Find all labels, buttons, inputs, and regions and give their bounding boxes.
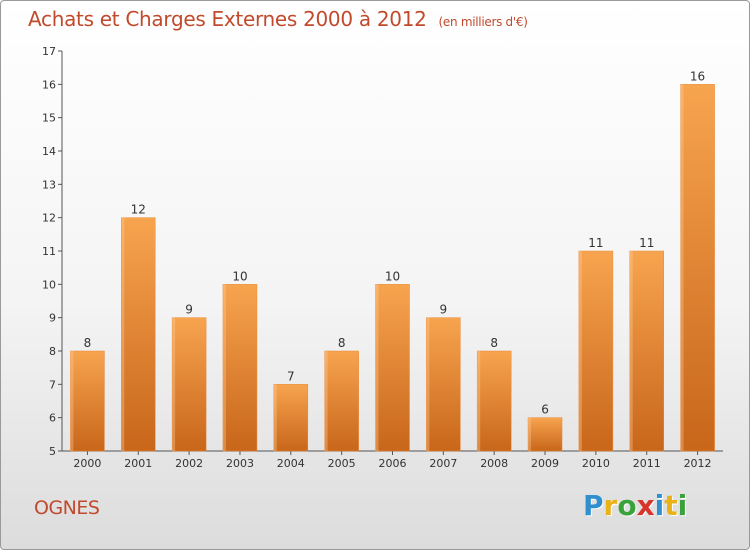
value-label: 12: [131, 203, 146, 217]
y-tick-label: 15: [42, 112, 56, 125]
y-tick-label: 7: [49, 378, 56, 391]
y-tick-label: 14: [42, 145, 56, 158]
logo-letter: o: [617, 489, 637, 522]
bar: [121, 217, 156, 452]
y-tick-label: 10: [42, 278, 56, 291]
y-tick-label: 17: [42, 45, 56, 58]
y-tick-label: 5: [49, 445, 56, 458]
bar: [629, 250, 664, 452]
y-tick-label: 13: [42, 178, 56, 191]
logo-letter: i: [654, 489, 665, 522]
value-label: 9: [440, 303, 448, 317]
y-tick-label: 8: [49, 345, 56, 358]
bar-highlight: [121, 217, 125, 451]
value-labels: 8 12 9 10 7 8 10 9 8 6 11 11 16: [84, 69, 706, 416]
value-label: 10: [232, 269, 247, 283]
logo-letter: x: [636, 489, 655, 522]
x-tick-label: 2011: [633, 457, 661, 470]
chart-title-text: Achats et Charges Externes 2000 à 2012: [28, 7, 427, 31]
value-label: 11: [639, 236, 654, 250]
bar-highlight: [222, 284, 226, 451]
logo-letter: t: [664, 489, 678, 522]
x-tick-label: 2003: [226, 457, 254, 470]
value-label: 7: [287, 369, 295, 383]
chart-unit: (en milliers d'€): [438, 15, 528, 29]
axes: 5 6 7 8 9 10 11 12 13 14 15 16 17 2000 2001 2002 2003 200…: [42, 45, 723, 470]
chart-title: Achats et Charges Externes 2000 à 2012 (e…: [28, 7, 528, 31]
x-tick-label: 2010: [582, 457, 610, 470]
logo-letter: i: [677, 489, 688, 522]
bar: [578, 250, 614, 452]
bar-highlight: [680, 84, 684, 451]
x-tick-label: 2005: [328, 457, 356, 470]
logo-letter: r: [603, 489, 618, 522]
value-label: 9: [185, 303, 193, 317]
value-label: 8: [490, 336, 498, 350]
value-label: 8: [338, 336, 346, 350]
x-tick-label: 2001: [124, 457, 152, 470]
bar-highlight: [324, 351, 328, 451]
bar-highlight: [70, 351, 74, 451]
x-tick-label: 2002: [175, 457, 203, 470]
bar: [680, 84, 715, 452]
proxiti-logo: Proxiti: [583, 489, 687, 522]
bar-highlight: [426, 317, 430, 451]
bar: [273, 384, 309, 452]
bar-highlight: [273, 384, 277, 451]
commune-name: OGNES: [34, 497, 100, 519]
x-tick-label: 2012: [684, 457, 712, 470]
x-tick-label: 2004: [277, 457, 305, 470]
bar: [426, 317, 461, 452]
logo-letter: P: [583, 489, 604, 522]
value-label: 8: [84, 336, 92, 350]
bar: [171, 317, 207, 452]
value-label: 6: [541, 403, 549, 417]
bar-highlight: [578, 251, 582, 451]
bar-highlight: [172, 317, 176, 451]
bar-highlight: [375, 284, 379, 451]
x-tick-label: 2000: [73, 457, 101, 470]
bar-highlight: [528, 417, 532, 451]
y-tick-label: 9: [49, 312, 56, 325]
bar: [476, 350, 512, 452]
bar-highlight: [629, 251, 633, 451]
value-label: 10: [385, 269, 400, 283]
x-tick-label: 2009: [531, 457, 559, 470]
value-label: 16: [690, 69, 705, 83]
x-tick-label: 2007: [429, 457, 457, 470]
y-tick-label: 11: [42, 245, 56, 258]
x-tick-label: 2006: [379, 457, 407, 470]
bar: [70, 350, 105, 452]
value-label: 11: [588, 236, 603, 250]
bar: [324, 350, 359, 452]
y-tick-label: 6: [49, 412, 56, 425]
x-tick-label: 2008: [480, 457, 508, 470]
bar: [375, 284, 410, 452]
y-tick-label: 12: [42, 212, 56, 225]
bar: [222, 284, 258, 452]
bar: [527, 417, 563, 452]
bar-highlight: [477, 351, 481, 451]
bars: [70, 84, 715, 452]
y-tick-label: 16: [42, 78, 56, 91]
